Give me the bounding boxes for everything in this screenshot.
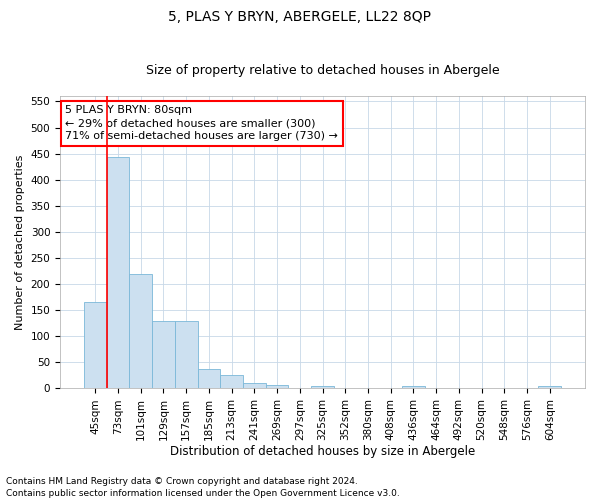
Bar xyxy=(107,158,130,388)
Bar xyxy=(243,384,266,388)
Text: Contains HM Land Registry data © Crown copyright and database right 2024.
Contai: Contains HM Land Registry data © Crown c… xyxy=(6,476,400,498)
Bar xyxy=(130,274,152,388)
Bar xyxy=(311,386,334,388)
Bar xyxy=(84,302,107,388)
Text: 5, PLAS Y BRYN, ABERGELE, LL22 8QP: 5, PLAS Y BRYN, ABERGELE, LL22 8QP xyxy=(169,10,431,24)
Title: Size of property relative to detached houses in Abergele: Size of property relative to detached ho… xyxy=(146,64,499,77)
Bar xyxy=(197,369,220,388)
Bar xyxy=(402,386,425,388)
Bar xyxy=(152,320,175,388)
Bar xyxy=(175,320,197,388)
Bar xyxy=(220,376,243,388)
X-axis label: Distribution of detached houses by size in Abergele: Distribution of detached houses by size … xyxy=(170,444,475,458)
Bar xyxy=(538,386,561,388)
Bar xyxy=(266,386,289,388)
Text: 5 PLAS Y BRYN: 80sqm
← 29% of detached houses are smaller (300)
71% of semi-deta: 5 PLAS Y BRYN: 80sqm ← 29% of detached h… xyxy=(65,105,338,142)
Y-axis label: Number of detached properties: Number of detached properties xyxy=(15,154,25,330)
